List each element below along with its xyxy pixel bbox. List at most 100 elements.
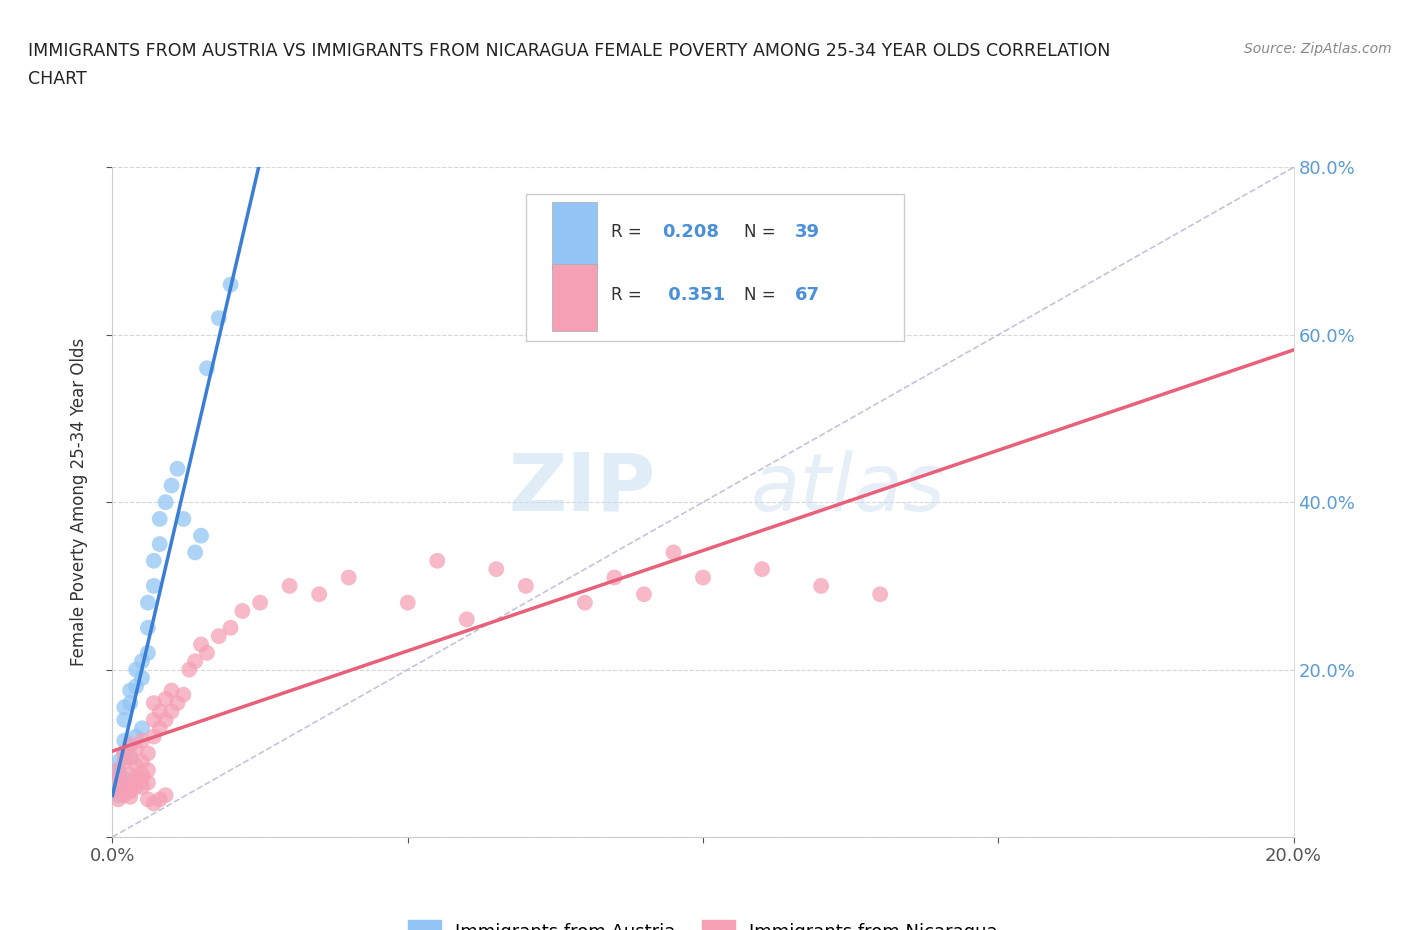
Point (120, 737, 142, 752)
Point (692, 570, 714, 585)
Point (149, 537, 172, 551)
Point (142, 729, 165, 744)
Text: R =: R = (610, 286, 647, 303)
Point (112, 700, 135, 715)
Text: 67: 67 (796, 286, 820, 303)
Text: CHART: CHART (28, 70, 87, 87)
Point (125, 779, 148, 794)
Point (131, 766, 153, 781)
Point (120, 737, 142, 752)
Point (125, 742, 148, 757)
Point (112, 712, 135, 727)
Point (149, 512, 172, 526)
Point (574, 595, 596, 610)
Point (107, 788, 129, 803)
Point (125, 759, 148, 774)
Point (136, 620, 159, 635)
Point (515, 578, 537, 593)
Point (160, 704, 183, 719)
Point (120, 696, 142, 711)
Point (120, 766, 142, 781)
Legend: Immigrants from Austria, Immigrants from Nicaragua: Immigrants from Austria, Immigrants from… (401, 913, 1005, 930)
Point (633, 587, 655, 602)
FancyBboxPatch shape (551, 202, 596, 269)
Point (112, 779, 135, 794)
Point (396, 595, 419, 610)
Text: 0.208: 0.208 (662, 222, 718, 241)
Text: ZIP: ZIP (509, 450, 655, 528)
Point (136, 746, 159, 761)
Point (112, 754, 135, 769)
FancyBboxPatch shape (551, 264, 596, 331)
Point (208, 629, 231, 644)
Point (426, 553, 449, 568)
Point (112, 733, 135, 748)
Point (142, 796, 165, 811)
Point (120, 750, 142, 764)
Point (142, 712, 165, 727)
Point (136, 776, 159, 790)
Text: N =: N = (744, 222, 782, 241)
Point (149, 792, 172, 807)
Text: R =: R = (610, 222, 647, 241)
Point (112, 746, 135, 761)
Point (125, 662, 148, 677)
Point (155, 692, 177, 707)
Point (603, 570, 626, 585)
Point (120, 684, 142, 698)
Point (179, 662, 201, 677)
Point (112, 776, 135, 790)
Point (107, 763, 129, 777)
Point (190, 637, 212, 652)
Point (219, 277, 242, 292)
Point (166, 696, 188, 711)
Point (308, 587, 330, 602)
Point (120, 783, 142, 798)
Point (278, 578, 301, 593)
Point (155, 788, 177, 803)
Point (131, 733, 153, 748)
Point (142, 553, 165, 568)
Point (112, 746, 135, 761)
Point (184, 545, 207, 560)
Text: 0.351: 0.351 (662, 286, 724, 303)
Point (136, 595, 159, 610)
Point (131, 671, 153, 685)
FancyBboxPatch shape (526, 194, 904, 341)
Point (125, 729, 148, 744)
Text: 39: 39 (796, 222, 820, 241)
Point (149, 721, 172, 736)
Point (112, 771, 135, 786)
Point (219, 620, 242, 635)
Point (136, 763, 159, 777)
Point (136, 792, 159, 807)
Point (195, 361, 218, 376)
Point (208, 311, 231, 325)
Point (662, 545, 685, 560)
Point (107, 754, 129, 769)
Point (112, 788, 135, 803)
Point (155, 495, 177, 510)
Point (869, 587, 891, 602)
Point (131, 771, 153, 786)
Point (107, 766, 129, 781)
Text: N =: N = (744, 286, 782, 303)
Point (125, 776, 148, 790)
Point (166, 461, 188, 476)
Point (107, 783, 129, 798)
Point (485, 562, 508, 577)
Point (456, 612, 478, 627)
Point (131, 779, 153, 794)
Point (184, 654, 207, 669)
Point (107, 783, 129, 798)
Point (160, 478, 183, 493)
Point (190, 528, 212, 543)
Point (142, 696, 165, 711)
Point (112, 779, 135, 794)
Point (120, 750, 142, 764)
Text: IMMIGRANTS FROM AUSTRIA VS IMMIGRANTS FROM NICARAGUA FEMALE POVERTY AMONG 25-34 : IMMIGRANTS FROM AUSTRIA VS IMMIGRANTS FR… (28, 42, 1111, 60)
Point (149, 704, 172, 719)
Y-axis label: Female Poverty Among 25-34 Year Olds: Female Poverty Among 25-34 Year Olds (70, 339, 89, 666)
Point (136, 645, 159, 660)
Point (125, 771, 148, 786)
